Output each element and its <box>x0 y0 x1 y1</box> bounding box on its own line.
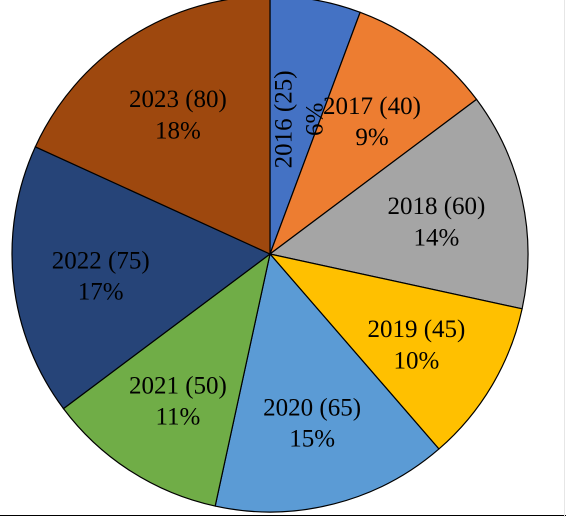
pie-slice-2020 <box>214 253 440 513</box>
pie-slice-2017 <box>269 11 478 255</box>
pie-label-2019: 2019 (45) 10% <box>367 316 465 374</box>
pie-slice-2023 <box>34 0 271 255</box>
pie-label-2020: 2020 (65) 15% <box>263 394 361 452</box>
pie-slices <box>11 0 529 513</box>
pie-slice-2021 <box>62 253 271 507</box>
pie-label-2016: 2016 (25) 6% <box>270 70 328 168</box>
pie-slice-2022 <box>11 146 271 410</box>
right-border <box>564 0 565 517</box>
pie-label-2021: 2021 (50) 11% <box>129 372 227 430</box>
pie-slice-2018 <box>269 98 529 310</box>
pie-label-2023: 2023 (80) 18% <box>129 86 227 144</box>
pie-label-2017: 2017 (40) 9% <box>323 93 421 151</box>
pie-label-2018: 2018 (60) 14% <box>387 193 485 251</box>
pie-label-2022: 2022 (75) 17% <box>52 247 150 305</box>
bottom-border <box>0 515 566 516</box>
pie-labels: 2016 (25) 6%2017 (40) 9% 2018 (60) 14% 2019 (… <box>52 70 486 452</box>
pie-slice-2019 <box>269 253 523 450</box>
